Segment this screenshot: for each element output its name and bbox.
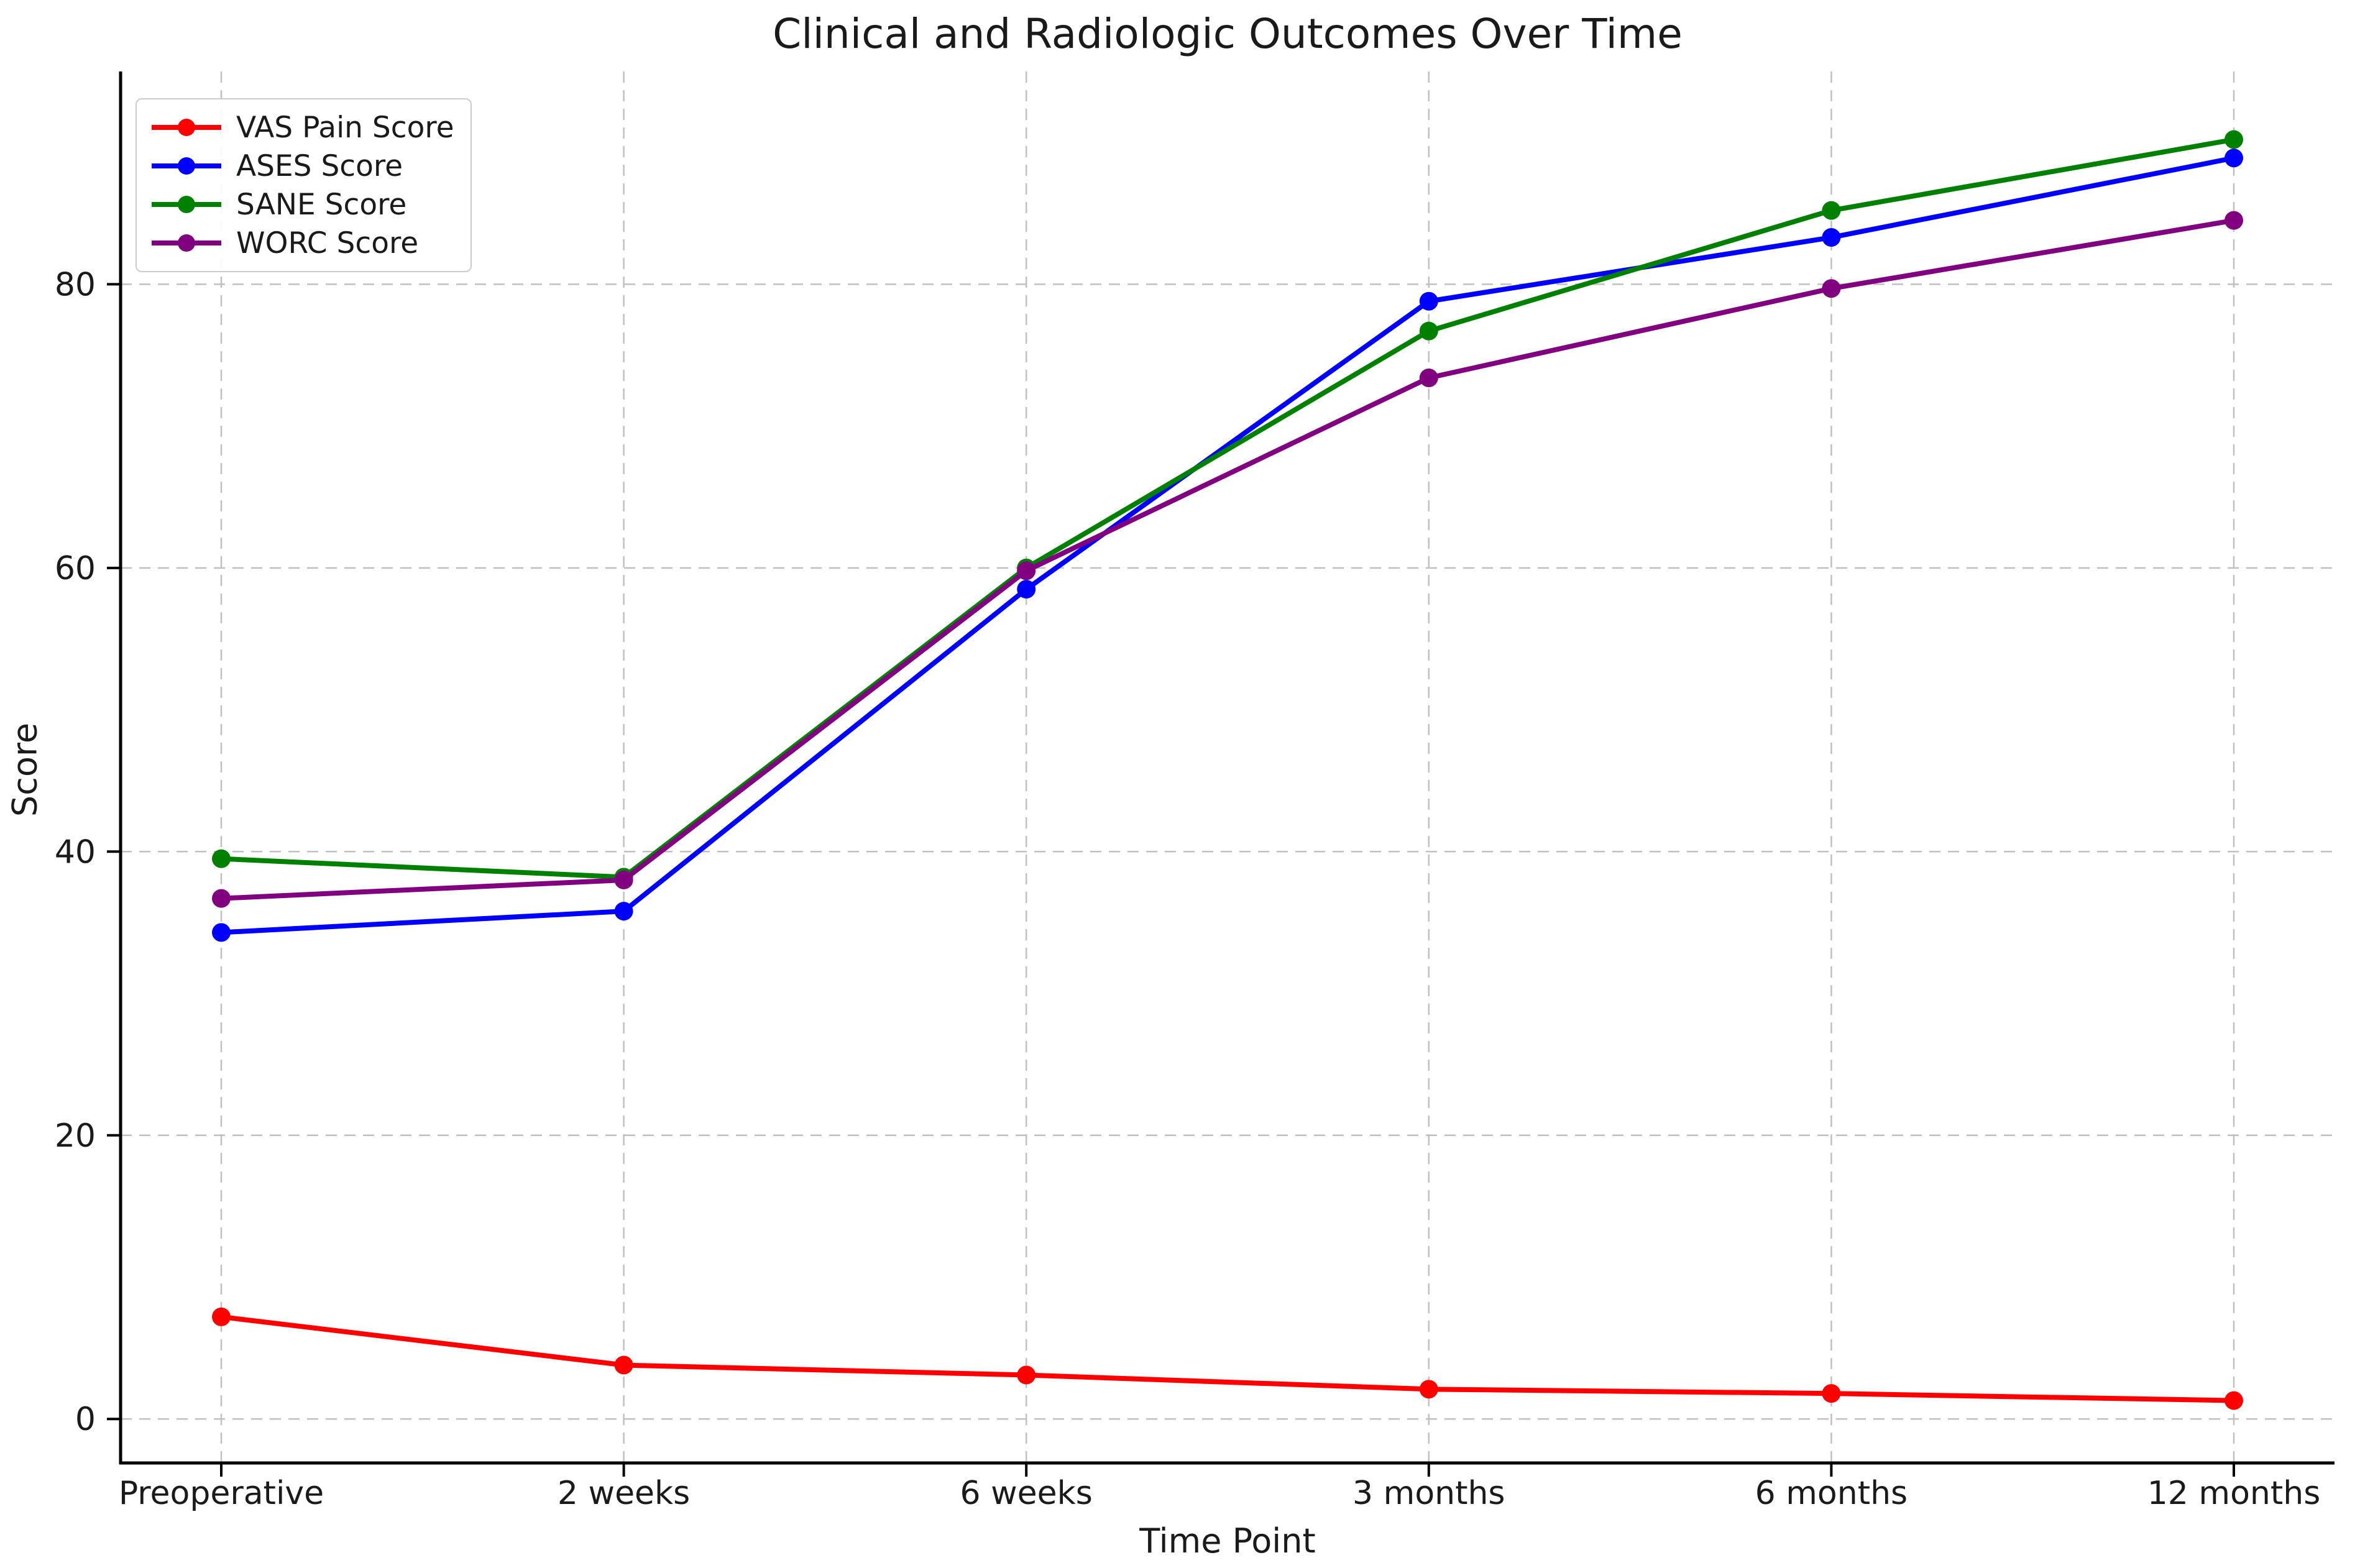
data-point: [212, 849, 231, 868]
x-tick-label: 6 months: [1755, 1475, 1908, 1512]
y-tick-label: 80: [55, 266, 96, 303]
data-point: [614, 870, 633, 889]
data-point: [2225, 130, 2243, 149]
data-point: [1017, 1365, 1036, 1385]
data-point: [212, 1307, 231, 1326]
legend-entry: SANE Score: [149, 185, 454, 224]
data-point: [614, 1355, 633, 1375]
x-axis-label: Time Point: [1139, 1521, 1316, 1561]
x-tick-label: 3 months: [1352, 1475, 1505, 1512]
legend-label: ASES Score: [236, 149, 403, 183]
x-tick-label: 12 months: [2147, 1475, 2321, 1512]
data-point: [2225, 149, 2243, 168]
x-tick-label: Preoperative: [119, 1475, 324, 1512]
data-point: [2225, 211, 2243, 230]
data-point: [614, 902, 633, 921]
data-point: [2225, 1391, 2243, 1410]
x-tick-label: 6 weeks: [960, 1475, 1093, 1512]
series-line: [221, 155, 2234, 935]
legend-label: SANE Score: [236, 187, 407, 222]
legend-marker-icon: [152, 234, 221, 252]
y-tick-label: 0: [75, 1401, 96, 1438]
y-tick-label: 20: [55, 1117, 96, 1155]
data-point: [212, 889, 231, 908]
y-axis-label: Score: [5, 722, 45, 817]
data-point: [1017, 561, 1036, 580]
data-point: [1419, 291, 1438, 311]
legend-entry: VAS Pain Score: [149, 108, 454, 147]
data-point: [1419, 368, 1438, 387]
data-point: [1419, 1380, 1438, 1399]
data-point: [1822, 228, 1841, 247]
data-point: [212, 923, 231, 942]
y-tick-label: 60: [55, 550, 96, 587]
series-line: [221, 137, 2234, 880]
legend-box: VAS Pain Score ASES Score SANE Score WORC S…: [135, 98, 472, 272]
series-line: [221, 218, 2234, 901]
data-point: [1822, 1384, 1841, 1403]
legend-entry: WORC Score: [149, 224, 454, 262]
data-point: [1419, 321, 1438, 341]
legend-label: WORC Score: [236, 226, 419, 260]
legend-label: VAS Pain Score: [236, 110, 454, 145]
legend-entry: ASES Score: [149, 147, 454, 185]
legend-marker-icon: [152, 119, 221, 136]
legend-marker-icon: [152, 157, 221, 175]
legend-marker-icon: [152, 196, 221, 213]
data-point: [1017, 580, 1036, 599]
series-line: [221, 1314, 2234, 1403]
data-point: [1822, 201, 1841, 220]
chart-title: Clinical and Radiologic Outcomes Over Ti…: [773, 10, 1683, 58]
x-tick-label: 2 weeks: [558, 1475, 690, 1512]
data-point: [1822, 279, 1841, 298]
y-tick-label: 40: [55, 833, 96, 871]
